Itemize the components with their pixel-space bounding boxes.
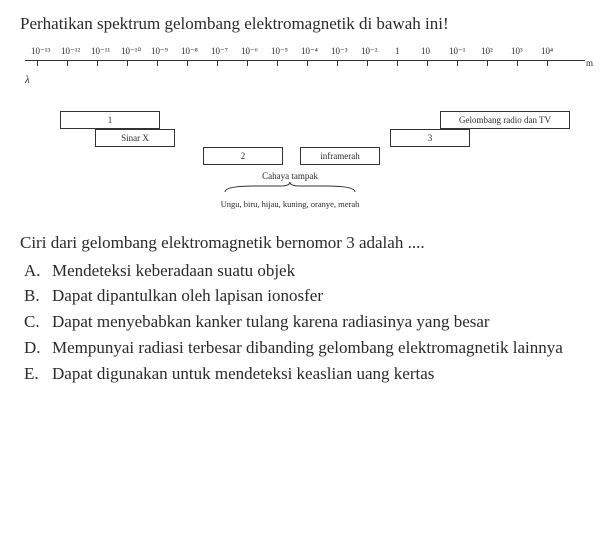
scale-tick-label: 10⁻⁹ [151,46,168,57]
box-1: 1 [60,111,160,129]
visible-colors-label: Ungu, biru, hijau, kuning, oranye, merah [215,199,365,209]
option-letter: A. [24,259,52,283]
option-e: E. Dapat digunakan untuk mendeteksi keas… [24,362,593,386]
tick [277,60,278,66]
tick [487,60,488,66]
box-sinarx: Sinar X [95,129,175,147]
cahaya-tampak-label: Cahaya tampak [215,171,365,181]
question-ask: Ciri dari gelombang elektromagnetik bern… [20,231,593,255]
tick [187,60,188,66]
option-letter: C. [24,310,52,334]
option-letter: B. [24,284,52,308]
option-b: B. Dapat dipantulkan oleh lapisan ionosf… [24,284,593,308]
spectrum-diagram: 10⁻¹³ 10⁻¹² 10⁻¹¹ 10⁻¹⁰ 10⁻⁹ 10⁻⁸ 10⁻⁷ 1… [20,46,593,221]
scale-tick-label: 10⁻⁸ [181,46,198,57]
option-text: Dapat menyebabkan kanker tulang karena r… [52,310,593,334]
option-text: Mendeteksi keberadaan suatu objek [52,259,593,283]
option-c: C. Dapat menyebabkan kanker tulang karen… [24,310,593,334]
scale-tick-label: 10⁻¹¹ [91,46,110,57]
scale-tick-label: 10⁻¹² [61,46,80,57]
scale-tick-label: 10⁴ [541,46,553,56]
tick [457,60,458,66]
tick [427,60,428,66]
tick [97,60,98,66]
scale-axis [25,60,585,61]
option-text: Dapat dipantulkan oleh lapisan ionosfer [52,284,593,308]
tick [127,60,128,66]
tick [367,60,368,66]
tick [157,60,158,66]
lambda-symbol: λ [25,74,30,86]
scale-tick-label: 10⁻² [361,46,377,57]
tick [307,60,308,66]
tick [337,60,338,66]
scale-tick-label: 10³ [511,46,523,56]
brace-icon [220,182,360,194]
unit-meter: m [586,58,593,68]
box-3: 3 [390,129,470,147]
scale-tick-label: 10⁻¹ [449,46,465,57]
scale-tick-label: 10⁻¹³ [31,46,50,57]
option-letter: D. [24,336,52,360]
option-text: Dapat digunakan untuk mendeteksi keaslia… [52,362,593,386]
option-letter: E. [24,362,52,386]
tick [397,60,398,66]
scale-tick-label: 10 [421,46,430,56]
tick [217,60,218,66]
scale-tick-label: 10⁻⁵ [271,46,288,57]
options-list: A. Mendeteksi keberadaan suatu objek B. … [20,259,593,386]
visible-light-area: Cahaya tampak Ungu, biru, hijau, kuning,… [215,171,365,209]
scale-tick-label: 10⁻⁴ [301,46,318,57]
tick [517,60,518,66]
spectrum-boxes: 1 Sinar X 2 inframerah 3 Gelombang radio… [20,111,593,221]
question-intro: Perhatikan spektrum gelombang elektromag… [20,12,593,36]
scale-tick-label: 10⁻⁷ [211,46,228,57]
option-text: Mempunyai radiasi terbesar dibanding gel… [52,336,593,360]
box-inframerah: inframerah [300,147,380,165]
scale-tick-label: 10⁻¹⁰ [121,46,141,57]
box-2: 2 [203,147,283,165]
option-a: A. Mendeteksi keberadaan suatu objek [24,259,593,283]
scale-tick-label: 10² [481,46,493,56]
wavelength-scale: 10⁻¹³ 10⁻¹² 10⁻¹¹ 10⁻¹⁰ 10⁻⁹ 10⁻⁸ 10⁻⁷ 1… [25,46,585,76]
tick [37,60,38,66]
scale-tick-label: 10⁻³ [331,46,347,57]
scale-tick-label: 10⁻⁶ [241,46,258,57]
option-d: D. Mempunyai radiasi terbesar dibanding … [24,336,593,360]
tick [547,60,548,66]
tick [67,60,68,66]
scale-tick-label: 1 [395,46,400,56]
box-radio: Gelombang radio dan TV [440,111,570,129]
tick [247,60,248,66]
